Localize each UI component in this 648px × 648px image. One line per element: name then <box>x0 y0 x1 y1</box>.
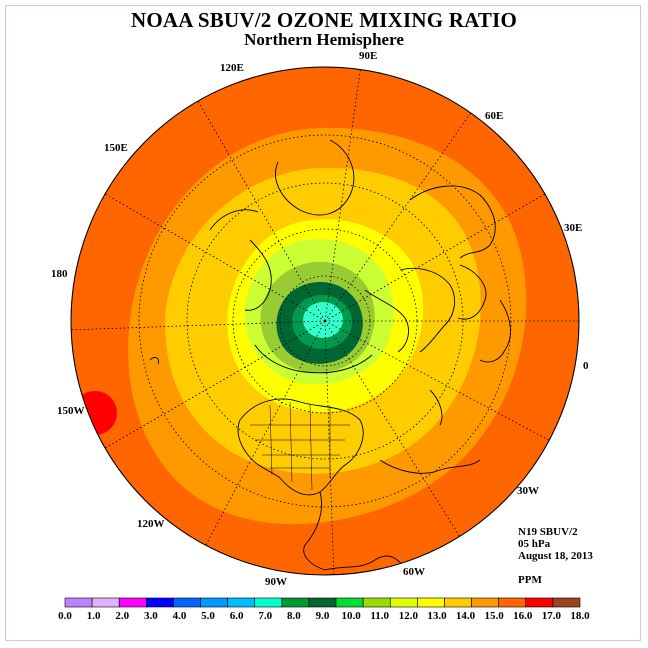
colorbar-swatch <box>498 597 527 608</box>
colorbar-tick-label: 11.0 <box>370 610 389 622</box>
polar-center <box>303 302 343 338</box>
colorbar-swatch <box>552 597 581 608</box>
colorbar-swatch <box>444 597 472 608</box>
colorbar-swatch <box>64 597 93 608</box>
colorbar-tick-label: 17.0 <box>542 610 562 622</box>
colorbar-swatch <box>417 597 445 608</box>
colorbar-tick-label: 16.0 <box>513 610 533 622</box>
colorbar-tick-label: 6.0 <box>230 610 244 622</box>
colorbar-swatch <box>118 597 147 608</box>
lon-label-180: 180 <box>51 268 68 280</box>
lon-label-60w: 60W <box>403 566 425 578</box>
colorbar-tick-label: 2.0 <box>115 610 129 622</box>
lon-label-120w: 120W <box>137 518 165 530</box>
lon-label-90e: 90E <box>359 50 378 62</box>
colorbar-tick-label: 4.0 <box>173 610 187 622</box>
latitude-circle <box>232 228 418 414</box>
colorbar-tick-label: 8.0 <box>287 610 301 622</box>
figure-frame <box>5 5 641 641</box>
chart-title: NOAA SBUV/2 OZONE MIXING RATIO <box>131 8 517 32</box>
colorbar-tick-label: 14.0 <box>456 610 476 622</box>
colorbar-tick-label: 10.0 <box>341 610 361 622</box>
colorbar-swatch <box>525 597 554 608</box>
lon-label-120e: 120E <box>220 62 244 74</box>
graticule <box>71 69 579 575</box>
units-label: PPM <box>518 574 542 586</box>
lon-label-0: 0 <box>583 360 589 372</box>
lon-label-150e: 150E <box>104 142 128 154</box>
latitude-circle <box>186 182 464 460</box>
colorbar-swatch <box>389 597 418 608</box>
latitude-circle <box>138 134 512 508</box>
colorbar-tick-label: 0.0 <box>58 610 72 622</box>
colorbar-tick-label: 12.0 <box>399 610 419 622</box>
lon-label-150w: 150W <box>57 405 85 417</box>
colorbar-swatch <box>362 597 391 608</box>
lon-label-30w: 30W <box>517 485 539 497</box>
lon-label-60e: 60E <box>485 110 504 122</box>
colorbar-swatch <box>146 597 174 608</box>
colorbar-tick-label: 5.0 <box>201 610 215 622</box>
map-boundary <box>70 66 580 576</box>
us-state-borders <box>250 401 350 491</box>
colorbar-tick-label: 1.0 <box>87 610 101 622</box>
colorbar: 0.0 1.0 2.0 3.0 4.0 5.0 6.0 7.0 8.0 9.0 10.0 11.0 12… <box>58 597 590 622</box>
latitude-circle <box>279 275 371 367</box>
colorbar-swatch <box>173 597 201 608</box>
colorbar-tick-label: 3.0 <box>144 610 158 622</box>
colorbar-tick-label: 9.0 <box>316 610 330 622</box>
colorbar-tick-label: 7.0 <box>258 610 272 622</box>
colorbar-swatch <box>200 597 228 608</box>
satellite-label: N19 SBUV/2 <box>518 526 578 538</box>
colorbar-swatch <box>281 597 310 608</box>
colorbar-swatch <box>254 597 283 608</box>
chart-subtitle: Northern Hemisphere <box>244 30 404 49</box>
colorbar-swatch <box>91 597 120 608</box>
lon-label-30e: 30E <box>564 222 583 234</box>
colorbar-swatch <box>335 597 364 608</box>
colorbar-tick-label: 18.0 <box>570 610 590 622</box>
colorbar-tick-label: 15.0 <box>485 610 505 622</box>
date-label: August 18, 2013 <box>518 550 593 562</box>
coastlines <box>149 139 511 575</box>
colorbar-swatch <box>227 597 256 608</box>
colorbar-swatch <box>471 597 499 608</box>
colorbar-swatch <box>308 597 337 608</box>
colorbar-tick-label: 13.0 <box>427 610 447 622</box>
pressure-label: 05 hPa <box>518 538 551 550</box>
lon-label-90w: 90W <box>265 576 287 588</box>
